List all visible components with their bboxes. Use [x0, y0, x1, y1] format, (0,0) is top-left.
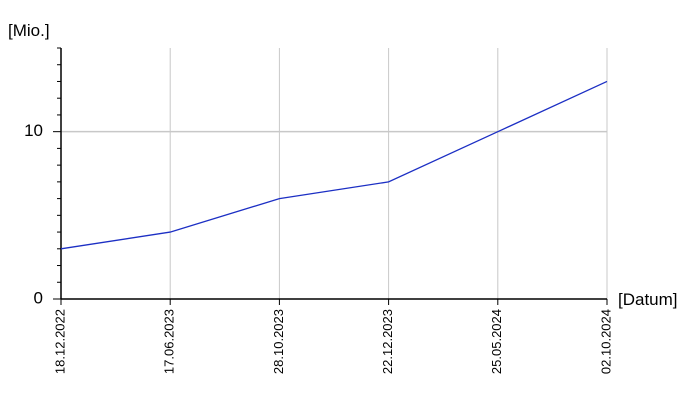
y-axis-label: [Mio.] [8, 21, 50, 40]
y-tick-label: 10 [24, 121, 43, 140]
x-tick-label: 28.10.2023 [271, 309, 286, 374]
y-tick-label: 0 [34, 288, 43, 307]
x-tick-label: 17.06.2023 [162, 309, 177, 374]
x-tick-label: 02.10.2024 [598, 309, 613, 374]
x-tick-label: 18.12.2022 [52, 309, 67, 374]
x-axis-label: [Datum] [618, 290, 678, 309]
x-tick-label: 25.05.2024 [489, 309, 504, 374]
data-line [60, 80, 608, 250]
x-tick-label: 22.12.2023 [380, 309, 395, 374]
